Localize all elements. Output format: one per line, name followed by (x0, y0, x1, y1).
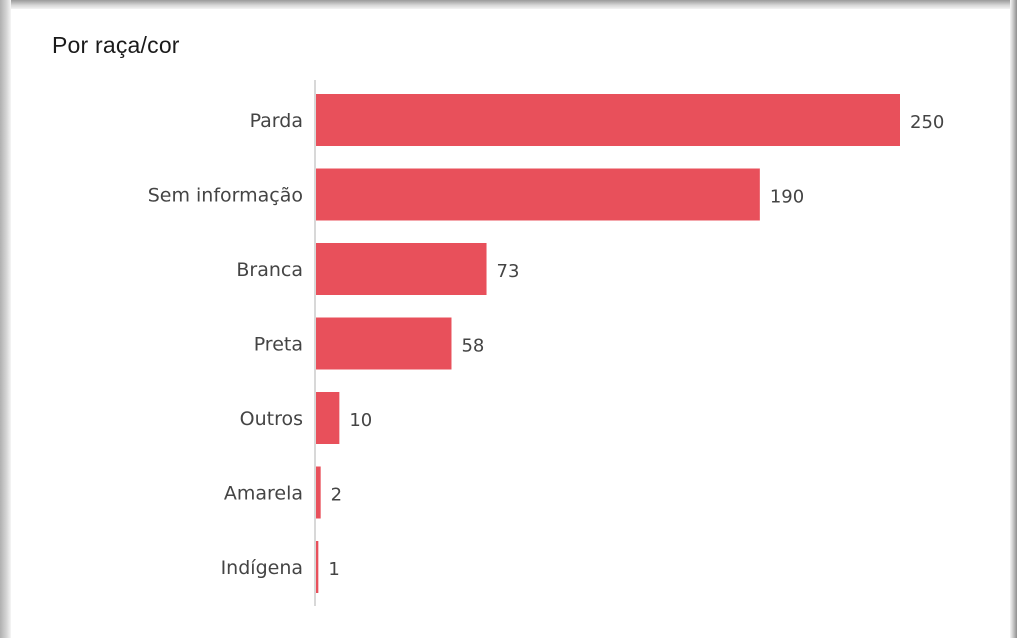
frame-border-top (0, 0, 1017, 9)
bars-group: Parda 250 Sem informação 190 Branca 73 Preta 58… (148, 94, 944, 593)
category-label: Preta (254, 334, 303, 356)
bar-1 (316, 168, 760, 221)
bar-6 (316, 541, 319, 593)
value-label: 58 (461, 336, 484, 357)
category-label: Outros (240, 408, 303, 430)
category-label: Parda (250, 110, 303, 132)
category-label: Sem informação (148, 185, 303, 207)
category-label: Indígena (221, 557, 303, 579)
value-label: 2 (331, 485, 342, 506)
value-label: 1 (328, 559, 339, 580)
bar-0 (316, 94, 900, 146)
bar-4 (316, 392, 340, 444)
value-label: 250 (910, 112, 944, 133)
frame-border-right (1010, 0, 1017, 638)
bar-5 (316, 466, 321, 519)
category-label: Branca (236, 259, 303, 281)
bar-2 (316, 243, 487, 295)
value-label: 73 (497, 261, 520, 282)
category-label: Amarela (224, 483, 303, 505)
chart-title: Por raça/cor (52, 32, 180, 58)
value-label: 10 (349, 410, 372, 431)
frame-border-left (0, 0, 11, 638)
value-label: 190 (770, 187, 804, 208)
bar-3 (316, 317, 452, 370)
